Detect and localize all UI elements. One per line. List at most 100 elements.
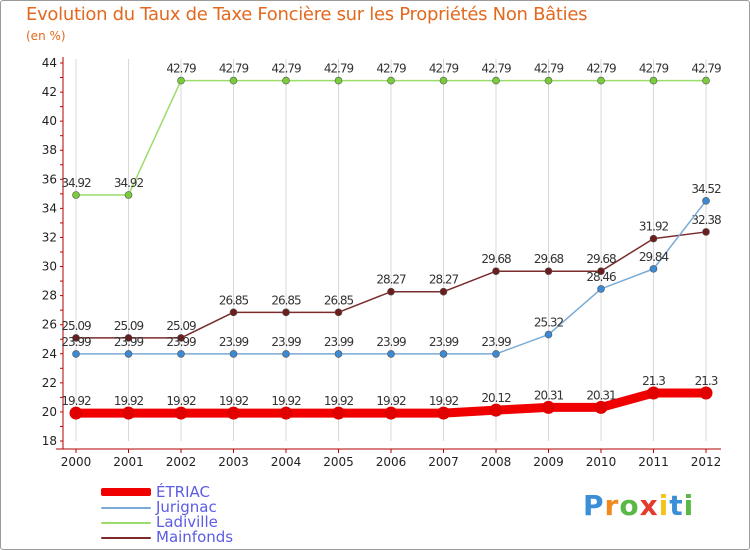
data-label-jurignac-2008: 23.99 <box>481 335 511 349</box>
data-label-ladiville-2005: 42.79 <box>324 62 354 76</box>
data-label-jurignac-2003: 23.99 <box>219 335 249 349</box>
point-ladiville-2004 <box>282 76 290 85</box>
x-tick-label-2004: 2004 <box>271 455 302 469</box>
point-jurignac-2007 <box>439 350 448 358</box>
data-label-mainfonds-2010: 29.68 <box>586 252 616 266</box>
x-tick-label-2001: 2001 <box>113 455 144 469</box>
data-label-mainfonds-2006: 28.27 <box>376 273 406 287</box>
point-mainfonds-2000 <box>72 334 80 342</box>
point-ladiville-2012 <box>702 76 710 85</box>
point-triac-2009 <box>542 400 555 414</box>
y-tick-label-26: 26 <box>42 318 57 332</box>
data-label-mainfonds-2004: 26.85 <box>271 293 301 307</box>
data-label-triac-2012: 21.3 <box>695 374 718 388</box>
point-mainfonds-2011 <box>649 234 658 243</box>
point-jurignac-2009 <box>544 330 553 339</box>
data-label-ladiville-2006: 42.79 <box>376 62 406 76</box>
point-mainfonds-2002 <box>177 334 185 342</box>
data-label-jurignac-2000: 23.99 <box>61 335 91 349</box>
point-triac-2000 <box>69 406 83 420</box>
point-ladiville-2001 <box>124 191 133 199</box>
data-label-ladiville-2009: 42.79 <box>534 62 564 76</box>
legend-label-etriac: ÉTRIAC <box>156 483 210 501</box>
legend-swatch-ladiville <box>101 522 151 524</box>
point-mainfonds-2007 <box>439 287 448 296</box>
point-ladiville-2003 <box>229 76 238 85</box>
logo-letter: x <box>639 489 659 522</box>
data-label-jurignac-2009: 25.32 <box>534 316 564 330</box>
point-ladiville-2008 <box>492 76 500 85</box>
x-tick-label-2005: 2005 <box>323 455 354 469</box>
y-tick-label-34: 34 <box>42 201 57 215</box>
x-tick-label-2003: 2003 <box>218 455 249 469</box>
data-label-jurignac-2012: 34.52 <box>691 182 721 196</box>
y-tick-label-22: 22 <box>42 376 57 390</box>
point-jurignac-2008 <box>492 350 500 358</box>
data-label-ladiville-2001: 34.92 <box>114 176 144 190</box>
legend-label-mainfonds: Mainfonds <box>156 528 234 546</box>
point-ladiville-2010 <box>597 76 605 85</box>
data-label-jurignac-2004: 23.99 <box>271 335 301 349</box>
proxiti-logo[interactable]: Proxiti <box>583 489 694 522</box>
data-label-triac-2007: 19.92 <box>429 394 459 408</box>
point-ladiville-2006 <box>387 76 395 85</box>
point-jurignac-2010 <box>597 285 605 293</box>
y-tick-label-36: 36 <box>42 172 57 186</box>
point-ladiville-2002 <box>177 76 185 85</box>
point-mainfonds-2005 <box>334 308 343 317</box>
point-triac-2005 <box>332 406 345 420</box>
data-label-ladiville-2007: 42.79 <box>429 62 459 76</box>
data-label-jurignac-2010: 28.46 <box>586 270 616 284</box>
point-mainfonds-2009 <box>544 267 553 275</box>
point-mainfonds-2008 <box>492 267 500 275</box>
data-label-triac-2008: 20.12 <box>481 391 511 405</box>
data-label-ladiville-2003: 42.79 <box>219 62 249 76</box>
data-label-triac-2006: 19.92 <box>376 394 406 408</box>
point-ladiville-2007 <box>439 76 448 85</box>
point-triac-2006 <box>384 406 398 420</box>
data-label-jurignac-2011: 29.84 <box>639 250 669 264</box>
point-jurignac-2003 <box>229 350 238 358</box>
data-label-mainfonds-2008: 29.68 <box>481 252 511 266</box>
y-tick-label-44: 44 <box>42 56 57 70</box>
y-tick-label-30: 30 <box>42 260 57 274</box>
point-jurignac-2005 <box>334 350 343 358</box>
data-label-triac-2002: 19.92 <box>166 394 196 408</box>
logo-letter: i <box>683 489 695 522</box>
point-mainfonds-2010 <box>597 267 605 275</box>
data-label-triac-2003: 19.92 <box>219 394 249 408</box>
y-tick-label-42: 42 <box>42 85 57 99</box>
data-label-ladiville-2012: 42.79 <box>691 62 721 76</box>
point-jurignac-2012 <box>702 197 710 205</box>
data-label-mainfonds-2011: 31.92 <box>639 220 669 234</box>
point-triac-2008 <box>489 403 503 417</box>
point-triac-2003 <box>227 406 240 420</box>
y-tick-label-18: 18 <box>42 434 57 448</box>
logo-letter: P <box>583 489 605 522</box>
y-tick-label-40: 40 <box>42 114 57 128</box>
y-tick-label-24: 24 <box>42 347 57 361</box>
point-triac-2007 <box>437 406 450 420</box>
data-label-mainfonds-2000: 25.09 <box>61 319 91 333</box>
point-triac-2001 <box>122 406 135 420</box>
point-triac-2010 <box>594 400 608 414</box>
data-label-triac-2001: 19.92 <box>114 394 144 408</box>
data-label-ladiville-2002: 42.79 <box>166 62 196 76</box>
data-label-mainfonds-2009: 29.68 <box>534 252 564 266</box>
data-label-ladiville-2008: 42.79 <box>481 62 511 76</box>
point-mainfonds-2001 <box>124 334 133 342</box>
point-jurignac-2004 <box>282 350 290 358</box>
legend-swatch-mainfonds <box>101 537 151 539</box>
data-label-mainfonds-2001: 25.09 <box>114 319 144 333</box>
logo-letter: r <box>604 489 620 522</box>
logo-letter: i <box>658 489 670 522</box>
data-label-mainfonds-2012: 32.38 <box>691 213 721 227</box>
data-label-triac-2005: 19.92 <box>324 394 354 408</box>
point-mainfonds-2012 <box>702 228 710 236</box>
point-ladiville-2011 <box>649 76 658 85</box>
data-label-triac-2009: 20.31 <box>534 388 564 402</box>
data-label-mainfonds-2002: 25.09 <box>166 319 196 333</box>
point-ladiville-2009 <box>544 76 553 85</box>
data-label-triac-2004: 19.92 <box>271 394 301 408</box>
